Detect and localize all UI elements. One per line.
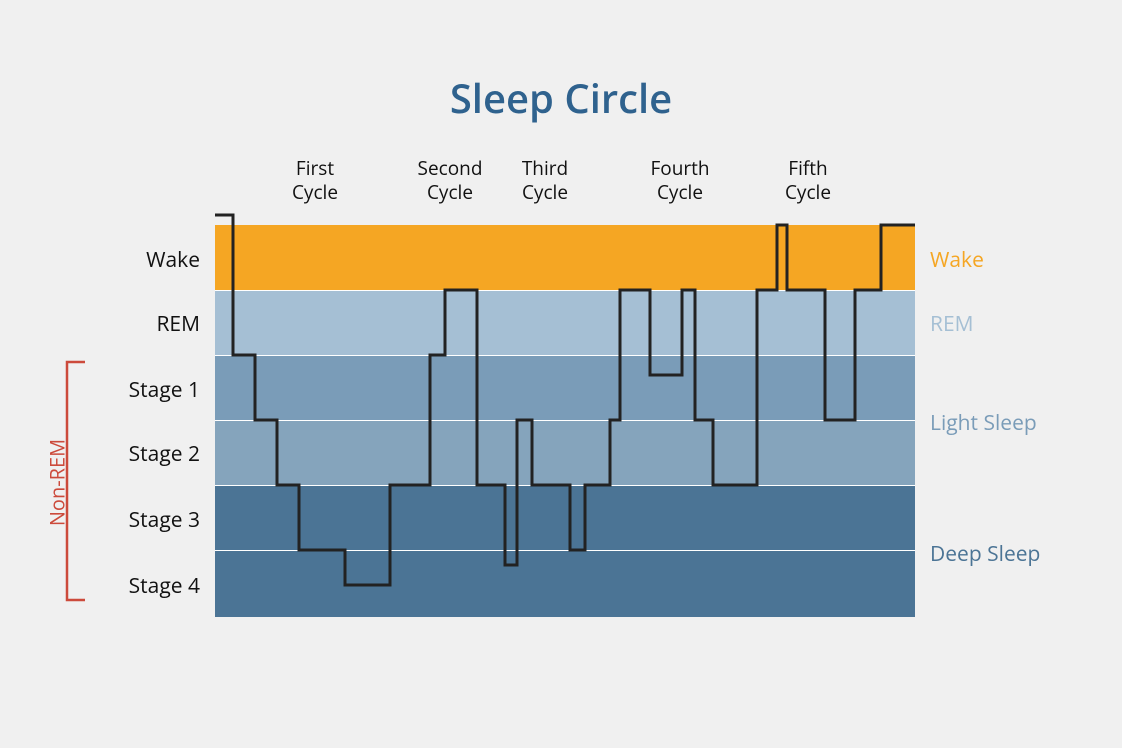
cycle-label-0: FirstCycle: [265, 157, 365, 205]
right-label-0: Wake: [930, 246, 984, 274]
chart-title: Sleep Circle: [0, 70, 1122, 125]
cycle-label-line1-3: Fourth: [650, 155, 709, 181]
chart-area: [215, 225, 915, 617]
cycle-label-line1-2: Third: [522, 155, 568, 181]
left-label-1: REM: [50, 310, 200, 338]
cycle-label-line1-4: Fifth: [788, 155, 827, 181]
cycle-label-line2-2: Cycle: [522, 179, 568, 205]
band-4: [215, 485, 915, 550]
left-label-0: Wake: [50, 246, 200, 274]
cycle-label-1: SecondCycle: [400, 157, 500, 205]
cycle-label-line2-0: Cycle: [292, 179, 338, 205]
right-label-3: Deep Sleep: [930, 540, 1040, 568]
cycle-label-line2-3: Cycle: [657, 179, 703, 205]
band-5: [215, 550, 915, 617]
divider-2: [215, 420, 915, 421]
cycle-label-4: FifthCycle: [758, 157, 858, 205]
cycle-label-line2-1: Cycle: [427, 179, 473, 205]
right-label-2: Light Sleep: [930, 409, 1037, 437]
band-2: [215, 355, 915, 420]
divider-3: [215, 485, 915, 486]
cycle-label-line1-0: First: [296, 155, 334, 181]
nonrem-label: Non-REM: [44, 433, 71, 533]
cycle-label-2: ThirdCycle: [495, 157, 595, 205]
cycle-label-3: FourthCycle: [630, 157, 730, 205]
nonrem-bracket: [67, 357, 117, 605]
cycle-label-line2-4: Cycle: [785, 179, 831, 205]
cycle-label-line1-1: Second: [418, 155, 483, 181]
band-1: [215, 290, 915, 355]
divider-1: [215, 355, 915, 356]
divider-0: [215, 290, 915, 291]
divider-4: [215, 550, 915, 551]
band-0: [215, 225, 915, 290]
band-3: [215, 420, 915, 485]
right-label-1: REM: [930, 310, 974, 338]
